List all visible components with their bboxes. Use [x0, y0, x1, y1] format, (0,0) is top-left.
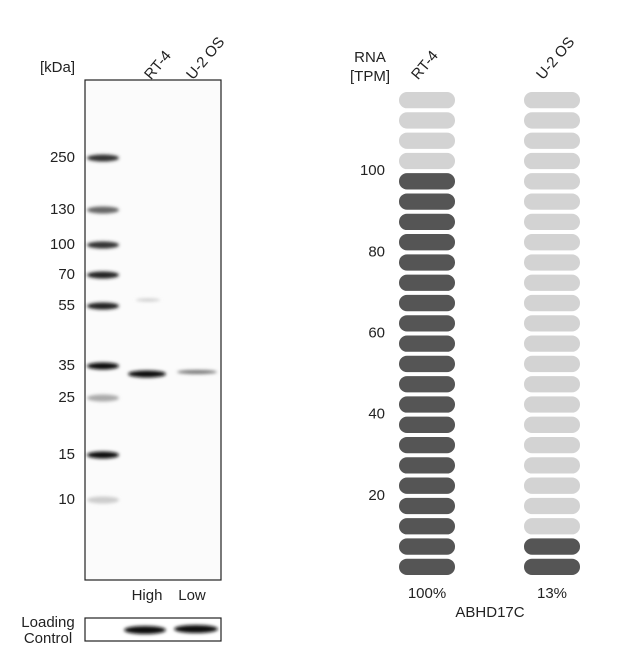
pill	[524, 132, 580, 149]
ladder-band	[87, 206, 119, 214]
pill	[399, 538, 455, 555]
marker-label: 35	[58, 357, 75, 374]
band	[128, 370, 166, 378]
ladder-band	[87, 394, 119, 402]
ladder-band	[87, 362, 119, 370]
marker-label: 15	[58, 446, 75, 463]
marker-label: 100	[50, 236, 75, 253]
loading-band	[124, 626, 166, 634]
gene-label: ABHD17C	[455, 604, 524, 621]
pill	[524, 173, 580, 190]
pill	[399, 254, 455, 271]
column-label: RT-4	[408, 48, 442, 84]
expression-label: High	[132, 587, 163, 604]
pill	[399, 92, 455, 109]
loading-band	[174, 625, 218, 633]
column-label: U-2 OS	[533, 34, 578, 83]
y-tick-label: 20	[368, 487, 385, 504]
ladder-band	[87, 496, 119, 504]
pill	[524, 234, 580, 251]
pill	[399, 376, 455, 393]
pill	[524, 254, 580, 271]
pill	[399, 193, 455, 210]
marker-label: 10	[58, 491, 75, 508]
pill	[399, 416, 455, 433]
ladder-band	[87, 154, 119, 162]
y-label: [TPM]	[350, 68, 390, 85]
y-tick-label: 60	[368, 324, 385, 341]
loading-label: Control	[24, 630, 72, 646]
pill	[524, 396, 580, 413]
pill	[399, 457, 455, 474]
pill	[524, 294, 580, 312]
y-tick-label: 100	[360, 162, 385, 179]
pill	[399, 497, 455, 515]
marker-label: 70	[58, 266, 75, 283]
pill	[399, 234, 455, 251]
pill	[524, 376, 580, 393]
pill	[399, 315, 455, 332]
pill	[399, 396, 455, 413]
pill	[524, 558, 580, 575]
y-tick-label: 40	[368, 406, 385, 423]
pill	[524, 335, 580, 352]
pill	[399, 436, 455, 454]
pill	[524, 92, 580, 109]
pill	[524, 112, 580, 129]
pill	[524, 436, 580, 454]
pill	[399, 213, 455, 231]
expression-label: Low	[178, 587, 206, 604]
pill	[399, 518, 455, 535]
kda-label: [kDa]	[40, 59, 75, 76]
pill	[399, 355, 455, 373]
pill	[524, 538, 580, 555]
pill	[524, 477, 580, 494]
y-label: RNA	[354, 49, 386, 66]
pill	[399, 558, 455, 575]
band	[136, 298, 160, 302]
pill	[399, 477, 455, 494]
pill	[399, 112, 455, 129]
pill	[524, 274, 580, 291]
value-label: 100%	[408, 585, 446, 602]
pill	[524, 518, 580, 535]
marker-label: 25	[58, 389, 75, 406]
marker-label: 55	[58, 297, 75, 314]
pill	[524, 193, 580, 210]
ladder-band	[87, 302, 119, 310]
band	[177, 370, 217, 374]
ladder-band	[87, 271, 119, 279]
pill	[524, 152, 580, 170]
pill	[399, 173, 455, 190]
lane-label: U-2 OS	[183, 34, 228, 83]
marker-label: 130	[50, 201, 75, 218]
y-tick-label: 80	[368, 243, 385, 260]
pill	[399, 132, 455, 149]
lane-label: RT-4	[141, 48, 175, 84]
pill	[524, 457, 580, 474]
ladder-band	[87, 241, 119, 249]
loading-label: Loading	[21, 614, 74, 631]
pill	[399, 274, 455, 291]
pill	[524, 497, 580, 515]
marker-label: 250	[50, 149, 75, 166]
pill	[399, 335, 455, 352]
value-label: 13%	[537, 585, 567, 602]
ladder-band	[87, 451, 119, 459]
pill	[524, 416, 580, 433]
pill	[524, 213, 580, 231]
pill	[399, 152, 455, 170]
pill	[524, 355, 580, 373]
pill	[524, 315, 580, 332]
pill	[399, 294, 455, 312]
